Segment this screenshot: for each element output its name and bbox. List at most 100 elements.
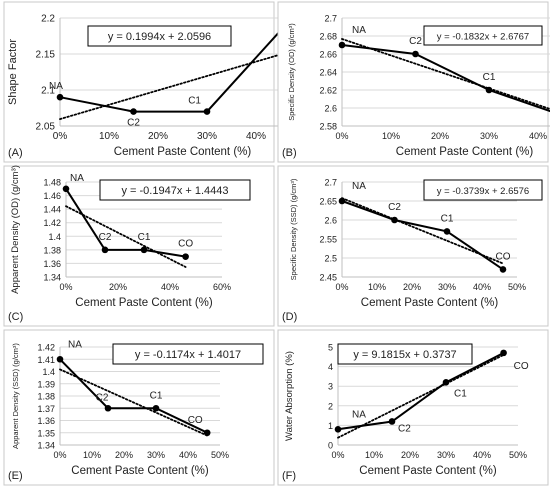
x-tick-label: 50%: [509, 450, 527, 460]
point-label-na: NA: [70, 173, 84, 184]
y-tick-label: 2.66: [319, 50, 337, 60]
y-tick-label: 1.39: [37, 379, 55, 389]
x-tick-label: 40%: [529, 131, 547, 141]
chart-panel-3: 1.34 1.36 1.38 1.4 1.42 1.44 1.46 1.48 0% 20% 40% 6…: [3, 165, 275, 327]
point-label-co: CO: [514, 361, 529, 372]
data-point-na: [338, 41, 346, 49]
data-point-c1: [485, 86, 493, 94]
trendline: [65, 205, 187, 268]
y-tick-label: 2.55: [319, 235, 337, 245]
y-tick-label: 1.38: [37, 392, 55, 402]
y-axis-title: Specific Density (OD) (g/cm³): [287, 23, 296, 121]
panel-label: (A): [8, 147, 23, 159]
y-tick-label: 1.46: [43, 191, 61, 201]
data-point-na: [56, 355, 64, 363]
equation-box: [99, 179, 251, 201]
x-tick-label: 20%: [148, 131, 168, 142]
data-point-na: [338, 197, 346, 205]
y-tick-label: 2.64: [319, 68, 337, 78]
y-tick-label: 1.34: [37, 441, 55, 451]
data-point-c1: [442, 378, 450, 386]
trend-equation: y = -0.1947x + 1.4443: [121, 185, 228, 197]
data-point-c1: [140, 246, 148, 254]
point-label-c2: C2: [127, 118, 140, 129]
point-label-c1: C1: [188, 96, 201, 107]
y-tick-label: 2.65: [319, 197, 337, 207]
x-tick-label: 30%: [147, 450, 165, 460]
point-label-c1: C1: [454, 388, 467, 399]
trendline: [59, 368, 209, 437]
panel-label: (D): [282, 311, 297, 323]
point-label-na: NA: [49, 81, 63, 92]
data-point-c2: [104, 404, 112, 412]
y-tick-label: 1.4: [42, 367, 55, 377]
x-tick-label: 0%: [53, 131, 68, 142]
x-tick-label: 10%: [83, 450, 101, 460]
x-tick-label: 0%: [335, 282, 348, 292]
y-tick-label: 2.2: [41, 14, 55, 25]
y-tick-label: 2: [328, 401, 333, 411]
x-tick-label: 60%: [213, 282, 231, 292]
data-point-na: [56, 93, 64, 101]
x-tick-label: 10%: [365, 450, 383, 460]
trendline: [341, 38, 550, 110]
point-label-c2: C2: [96, 392, 109, 403]
x-tick-label: 50%: [211, 450, 229, 460]
trend-equation: y = -0.1174x + 1.4017: [135, 349, 241, 361]
y-tick-label: 1.41: [37, 355, 55, 365]
y-tick-label: 2.58: [319, 122, 337, 132]
y-tick-label: 1.4: [48, 232, 61, 242]
y-axis-title: Shape Factor: [7, 39, 19, 105]
equation-box: [112, 343, 264, 365]
x-axis-title: Cement Paste Content (%): [361, 297, 499, 309]
equation-box: [423, 25, 543, 46]
trend-equation: y = 9.1815x + 0.3737: [353, 349, 456, 361]
point-label-c2: C2: [99, 232, 112, 243]
series-line: [337, 352, 505, 431]
data-point-co: [182, 253, 189, 260]
panel-label: (F): [282, 470, 296, 482]
x-tick-label: 50%: [508, 282, 526, 292]
point-label-c1: C1: [441, 213, 454, 224]
panel-label: (E): [8, 470, 23, 482]
x-tick-label: 20%: [403, 282, 421, 292]
data-point-c1: [443, 228, 451, 235]
y-axis-title: Apparent Density (SSD) (g/cm³): [11, 343, 20, 449]
point-label-c1: C1: [483, 72, 496, 83]
x-axis-title: Cement Paste Content (%): [75, 297, 213, 309]
chart-panel-1: 2.052.12.152.20%10%20%30%40%50%Cement Pa…: [3, 1, 315, 163]
y-tick-label: 4: [328, 362, 333, 372]
y-tick-label: 2.05: [36, 122, 56, 133]
series-line: [59, 358, 208, 434]
trendline: [337, 353, 505, 439]
x-tick-label: 30%: [197, 131, 217, 142]
point-label-co: CO: [178, 239, 193, 250]
y-tick-label: 2.7: [324, 14, 337, 24]
x-tick-label: 30%: [480, 131, 498, 141]
chart-panel-5: 1.34 1.35 1.36 1.37 1.38 1.39 1.4 1.41 1.42 0% 10%…: [3, 329, 275, 486]
data-point-c2: [412, 50, 419, 58]
x-tick-label: 40%: [161, 282, 179, 292]
x-axis-title: Cement Paste Content (%): [359, 465, 497, 477]
x-tick-label: 10%: [368, 282, 386, 292]
x-axis-title: Cement Paste Content (%): [396, 146, 534, 158]
point-label-na: NA: [352, 181, 366, 192]
x-tick-label: 20%: [109, 282, 127, 292]
trendline: [341, 197, 504, 265]
y-tick-label: 3: [328, 382, 333, 392]
x-tick-label: 0%: [59, 282, 72, 292]
y-tick-label: 0: [328, 441, 333, 451]
y-tick-label: 1.44: [43, 205, 61, 215]
y-tick-label: 5: [328, 343, 333, 353]
point-label-c2: C2: [388, 202, 401, 213]
y-tick-label: 1: [328, 421, 333, 431]
data-point-c2: [388, 418, 396, 425]
x-tick-label: 20%: [401, 450, 419, 460]
y-tick-label: 1.36: [37, 416, 55, 426]
y-tick-label: 1.34: [43, 273, 61, 283]
data-point-c2: [130, 108, 137, 115]
y-tick-label: 1.42: [37, 343, 55, 353]
series-line: [341, 44, 550, 113]
